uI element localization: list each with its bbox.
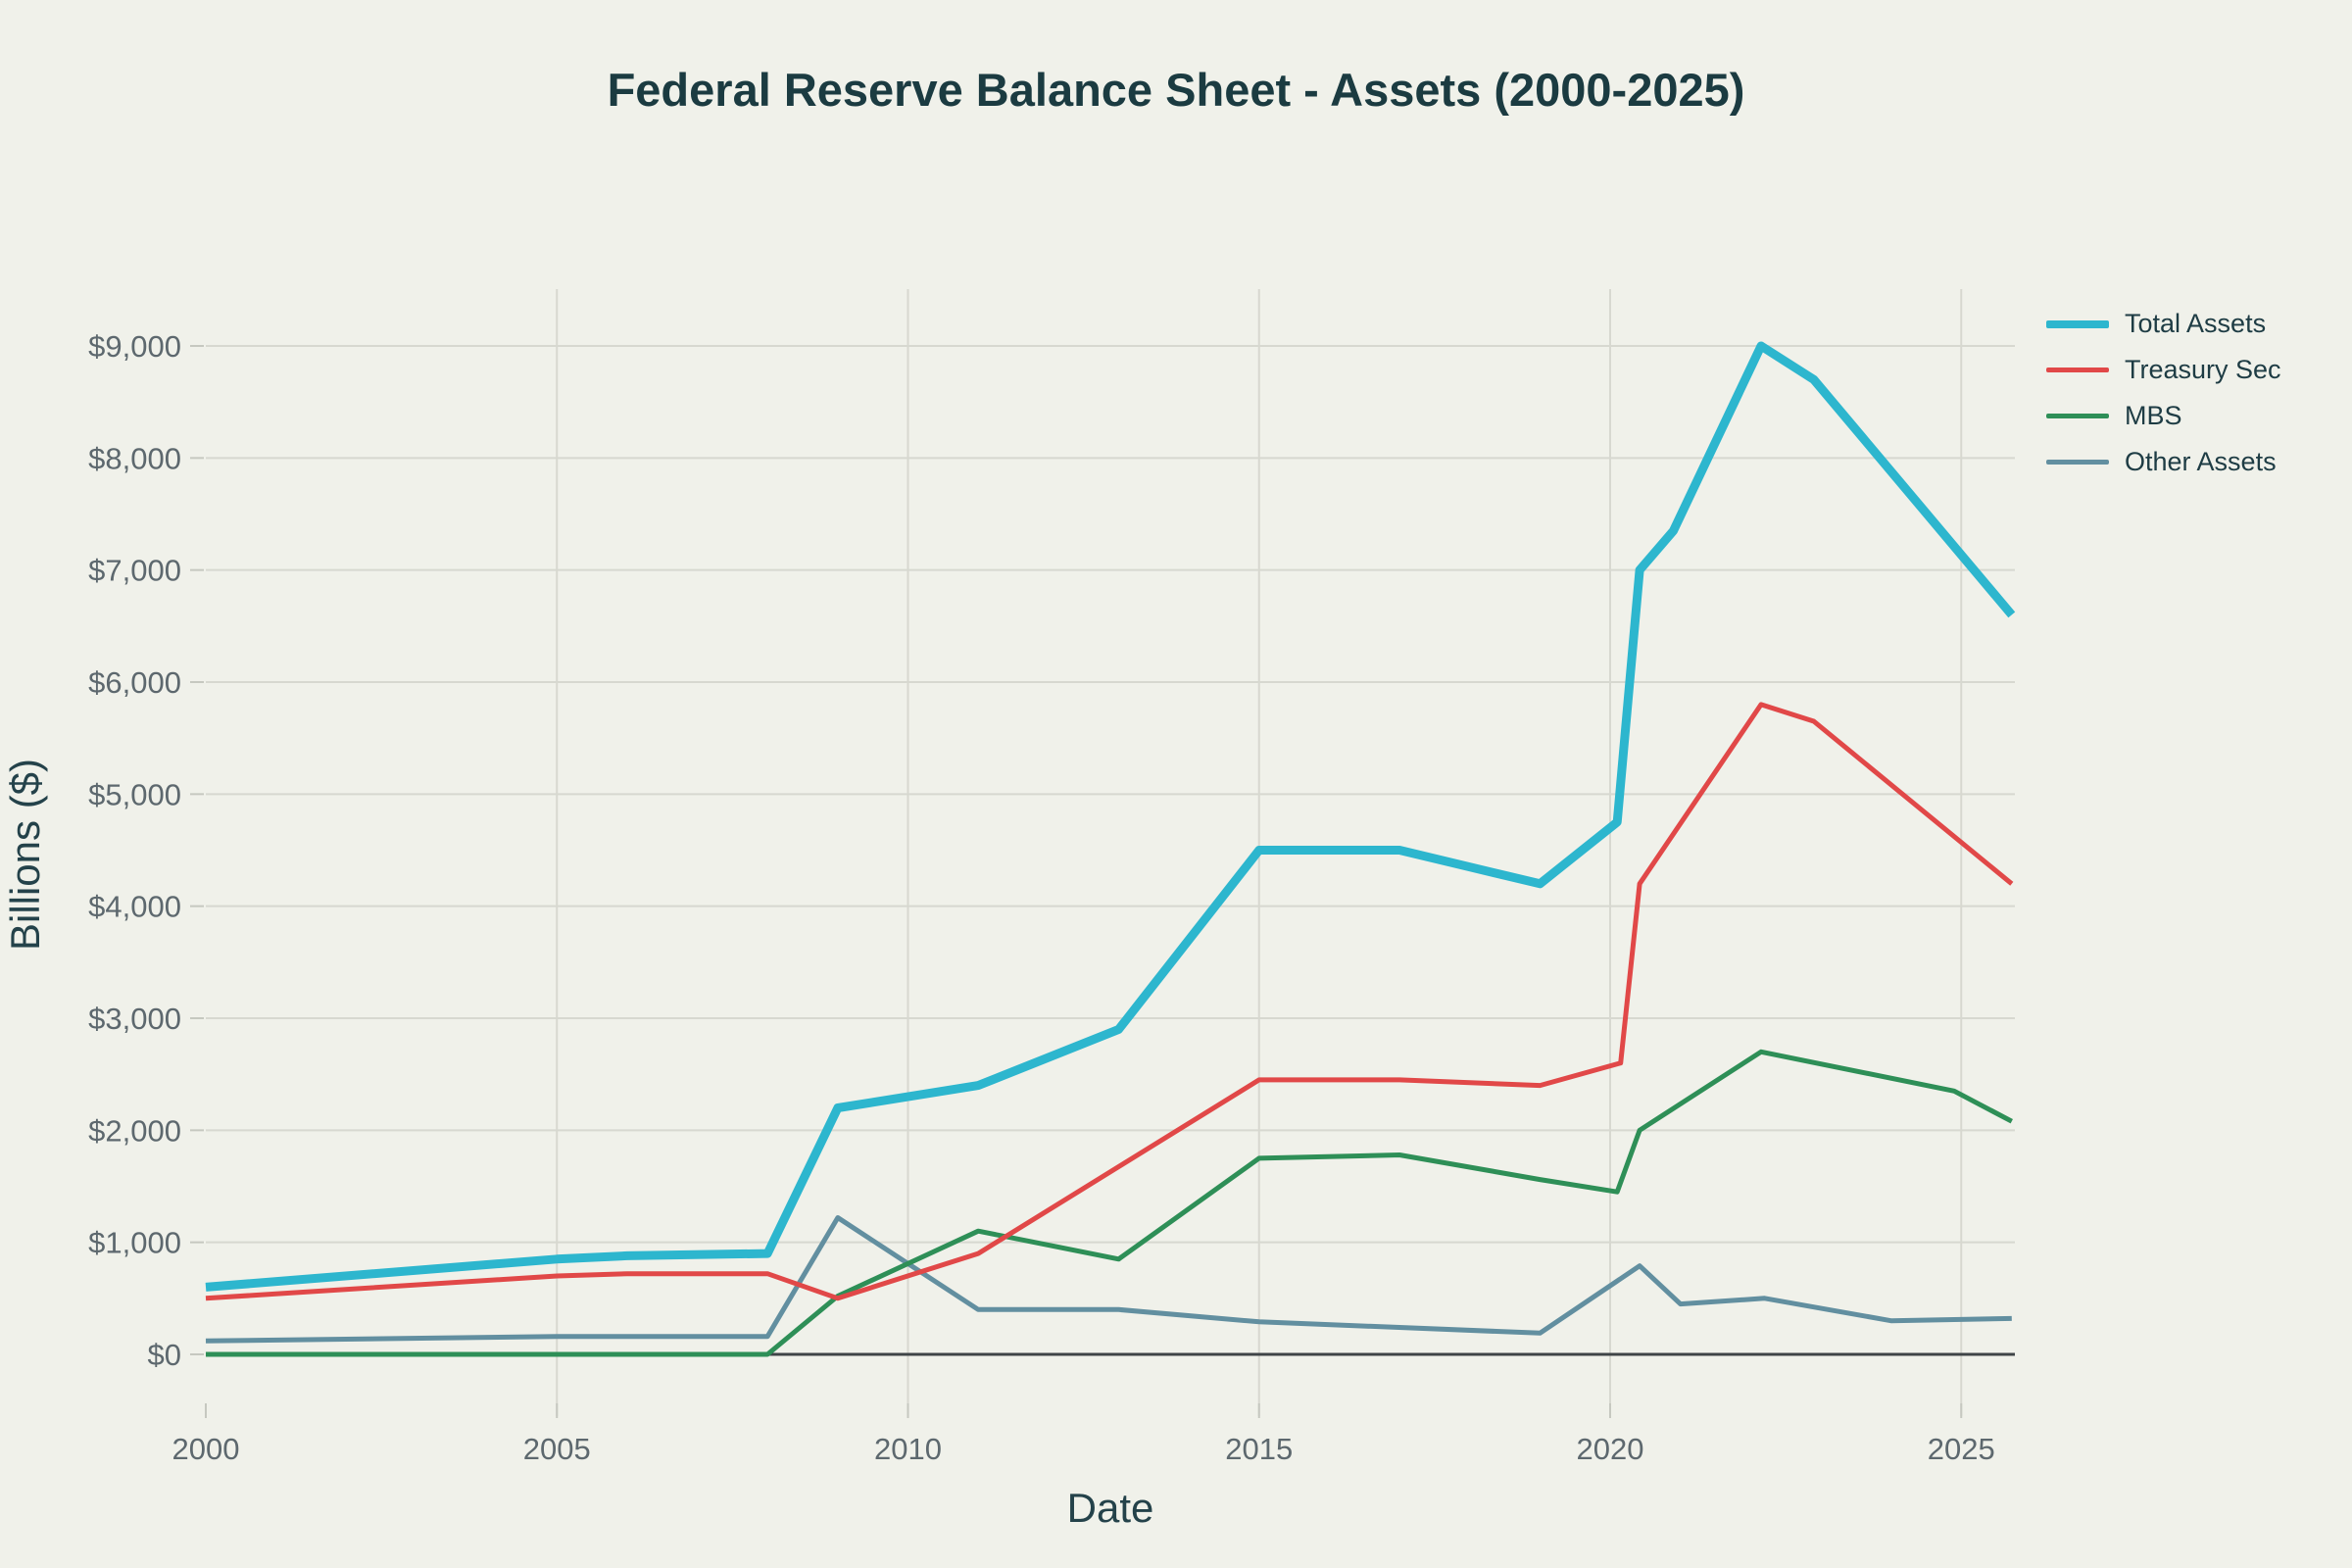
x-tick-label: 2025 <box>1928 1432 1995 1466</box>
y-tick-label: $7,000 <box>88 554 181 588</box>
legend-label-treasury-sec: Treasury Sec <box>2125 355 2281 384</box>
legend: Total Assets Treasury Sec MBS Other Assets <box>2046 301 2281 485</box>
x-tick-label: 2010 <box>874 1432 942 1466</box>
series-line-total-assets <box>205 341 2016 1292</box>
legend-swatch-mbs <box>2046 414 2109 418</box>
y-tick-label: $1,000 <box>88 1226 181 1260</box>
gridlines-group: $0 $1,000 $2,000 $3,000 $4,000 $5,000 $6,000 $7… <box>88 289 2015 1466</box>
legend-label-total-assets: Total Assets <box>2125 309 2267 338</box>
legend-swatch-other-assets <box>2046 460 2109 465</box>
x-tick-label: 2005 <box>523 1432 591 1466</box>
y-tick-label: $9,000 <box>88 329 181 364</box>
y-tick-label: $4,000 <box>88 890 181 924</box>
y-tick-label: $5,000 <box>88 777 181 811</box>
x-tick-label: 2020 <box>1577 1432 1644 1466</box>
legend-swatch-treasury-sec <box>2046 368 2109 372</box>
legend-label-mbs: MBS <box>2125 401 2182 430</box>
legend-swatch-total-assets <box>2046 319 2109 328</box>
legend-item-mbs[interactable]: MBS <box>2046 393 2281 439</box>
series-line-other-assets <box>205 1215 2012 1344</box>
series-lines-group <box>205 341 2016 1357</box>
y-tick-label: $2,000 <box>88 1113 181 1148</box>
y-tick-label: $0 <box>148 1338 181 1372</box>
legend-label-other-assets: Other Assets <box>2125 447 2277 476</box>
y-tick-label: $6,000 <box>88 665 181 700</box>
y-tick-label: $8,000 <box>88 441 181 475</box>
x-tick-label: 2000 <box>172 1432 240 1466</box>
series-line-treasury-sec <box>205 702 2014 1301</box>
legend-item-total-assets[interactable]: Total Assets <box>2046 301 2281 347</box>
legend-item-treasury-sec[interactable]: Treasury Sec <box>2046 347 2281 393</box>
y-tick-label: $3,000 <box>88 1002 181 1036</box>
legend-item-other-assets[interactable]: Other Assets <box>2046 439 2281 485</box>
x-tick-label: 2015 <box>1225 1432 1293 1466</box>
chart-title: Federal Reserve Balance Sheet - Assets (… <box>607 64 1745 116</box>
x-axis-title: Date <box>1066 1485 1154 1531</box>
